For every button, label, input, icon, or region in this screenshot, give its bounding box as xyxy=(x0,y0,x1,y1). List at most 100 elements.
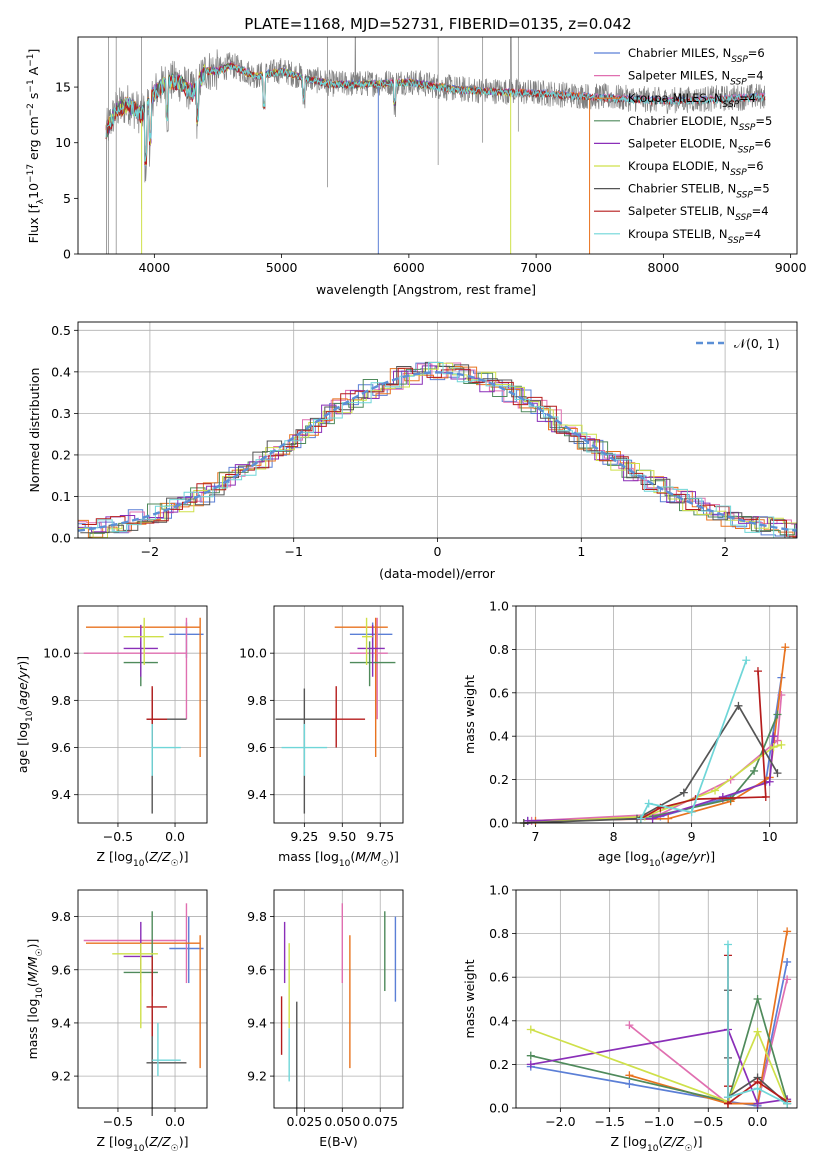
y-tick-label: 1.0 xyxy=(489,599,509,614)
weight-marker xyxy=(783,927,792,936)
y-tick-label: 9.6 xyxy=(51,740,71,755)
y-tick-label: 9.6 xyxy=(247,740,267,755)
y-tick-label: 5 xyxy=(63,191,71,206)
y-tick-label: 10 xyxy=(55,135,71,150)
x-axis-label: mass [log10(M/M☉)] xyxy=(278,849,399,869)
weight-marker xyxy=(773,710,782,719)
weight-marker xyxy=(773,769,782,778)
label-part: SSP xyxy=(730,168,747,178)
axes-spectrum: 4000 5000 6000 7000 8000 9000 0 5 10 15 xyxy=(55,80,806,275)
legend-entry: Salpeter ELODIE, NSSP=6 xyxy=(628,136,771,155)
x-tick-label: −0.5 xyxy=(103,1114,133,1129)
label-part: 10 xyxy=(339,859,351,869)
weight-marker xyxy=(753,667,762,676)
legend-entry: Chabrier ELODIE, NSSP=5 xyxy=(628,114,772,133)
label-part: (data-model)/error xyxy=(379,566,496,581)
label-part: SSP xyxy=(728,236,745,246)
label-part: Chabrier STELIB, N xyxy=(628,182,736,196)
label-part: 10 xyxy=(647,1144,659,1154)
x-axis-label: age [log10(age/yr)] xyxy=(598,849,715,869)
x-tick-label: 4000 xyxy=(138,260,170,275)
data-spectrum xyxy=(105,37,766,183)
weight-marker xyxy=(769,743,778,752)
label-part: 10 xyxy=(25,710,35,722)
label-part: 10 xyxy=(35,987,45,999)
weight-line-chabrier-stelib xyxy=(523,704,779,824)
x-axis-label: Z [log10(Z/Z☉)] xyxy=(97,849,189,869)
x-tick-label: 5000 xyxy=(266,260,298,275)
weight-marker xyxy=(783,957,792,966)
x-tick-label: 0 xyxy=(434,544,442,559)
axes-z_age: −0.5 0.0 9.4 9.6 9.8 10.0 xyxy=(43,606,207,844)
x-axis-label: Z [log10(Z/Z☉)] xyxy=(97,1134,189,1154)
z_mass-frame xyxy=(77,889,208,1109)
weight-marker xyxy=(734,701,743,710)
weight-marker xyxy=(625,1021,634,1030)
legend-entry: Chabrier STELIB, NSSP=5 xyxy=(628,182,770,201)
label-part: Kroupa ELODIE, N xyxy=(628,159,730,173)
y-tick-label: 0.6 xyxy=(489,970,509,985)
model-kroupa-stelib xyxy=(105,64,766,162)
weight-marker xyxy=(753,1084,762,1093)
label-part: ] xyxy=(26,49,41,54)
label-part: ( xyxy=(144,1134,149,1149)
label-part: Salpeter MILES, N xyxy=(628,69,730,83)
x-tick-label: 0.0 xyxy=(165,1114,185,1129)
weight-line-chabrier-elodie xyxy=(530,995,788,1103)
ebv_mass-frame xyxy=(273,889,404,1109)
weight-marker xyxy=(723,1093,732,1102)
y-axis-label: mass weight xyxy=(462,959,477,1038)
x-tick-label: 0.025 xyxy=(286,1114,322,1129)
x-tick-label: 2 xyxy=(721,544,729,559)
label-part: s xyxy=(26,93,41,104)
y-tick-label: 1.0 xyxy=(489,883,509,898)
weight-marker xyxy=(644,799,653,808)
label-part: −1 xyxy=(26,79,36,92)
x-axis-label: E(B-V) xyxy=(319,1134,358,1149)
weight-marker xyxy=(742,656,751,665)
z_age-frame xyxy=(77,605,208,824)
residuals-frame xyxy=(77,321,798,539)
y-axis-label: Normed distribution xyxy=(27,368,42,493)
x-axis-label: Z [log10(Z/Z☉)] xyxy=(611,1134,703,1154)
x-tick-label: 0.075 xyxy=(362,1114,398,1129)
x-tick-label: −0.5 xyxy=(693,1114,723,1129)
weight-marker xyxy=(636,814,645,823)
x-tick-label: 8000 xyxy=(647,260,679,275)
label-part: −17 xyxy=(26,164,36,183)
y-tick-label: 0.8 xyxy=(489,642,509,657)
label-part: )] xyxy=(15,656,30,666)
weight-marker xyxy=(777,740,786,749)
label-part: ( xyxy=(660,849,665,864)
legend-entry: Kroupa MILES, NSSP=4 xyxy=(628,91,756,110)
x-axis-label: wavelength [Angstrom, rest frame] xyxy=(316,282,536,297)
y-tick-label: 10.0 xyxy=(43,646,71,661)
weight-marker xyxy=(711,786,720,795)
weight-marker xyxy=(625,1080,634,1089)
label-part: Z [log xyxy=(97,1134,133,1149)
weight-marker xyxy=(718,792,727,801)
label-part: ( xyxy=(144,849,149,864)
label-part: =4 xyxy=(747,69,764,83)
y-tick-label: 9.8 xyxy=(51,693,71,708)
y-tick-label: 15 xyxy=(55,80,71,95)
axes-mass_age: 9.25 9.50 9.75 9.4 9.6 9.8 10.0 xyxy=(239,606,403,844)
label-part: M/M xyxy=(355,849,381,864)
axes-z_mass: −0.5 0.0 9.2 9.4 9.6 9.8 xyxy=(51,890,207,1129)
label-part: Kroupa STELIB, N xyxy=(628,227,728,241)
label-part: mass weight xyxy=(462,675,477,754)
label-part: 10 xyxy=(649,859,661,869)
x-tick-label: 7000 xyxy=(520,260,552,275)
label-part: )] xyxy=(693,1134,703,1149)
label-part: 10 xyxy=(26,183,41,199)
x-tick-label: −0.5 xyxy=(103,829,133,844)
weight-line-salpeter-elodie xyxy=(527,736,775,822)
label-part: age/yr xyxy=(665,849,706,864)
z_weight-frame xyxy=(515,889,798,1109)
label-part: ☉ xyxy=(685,1144,693,1154)
label-part: wavelength [Angstrom, rest frame] xyxy=(316,282,536,297)
label-part: SSP xyxy=(739,123,756,133)
label-part: Chabrier MILES, N xyxy=(628,46,731,60)
y-tick-label: 0.6 xyxy=(489,685,509,700)
x-tick-label: 6000 xyxy=(393,260,425,275)
